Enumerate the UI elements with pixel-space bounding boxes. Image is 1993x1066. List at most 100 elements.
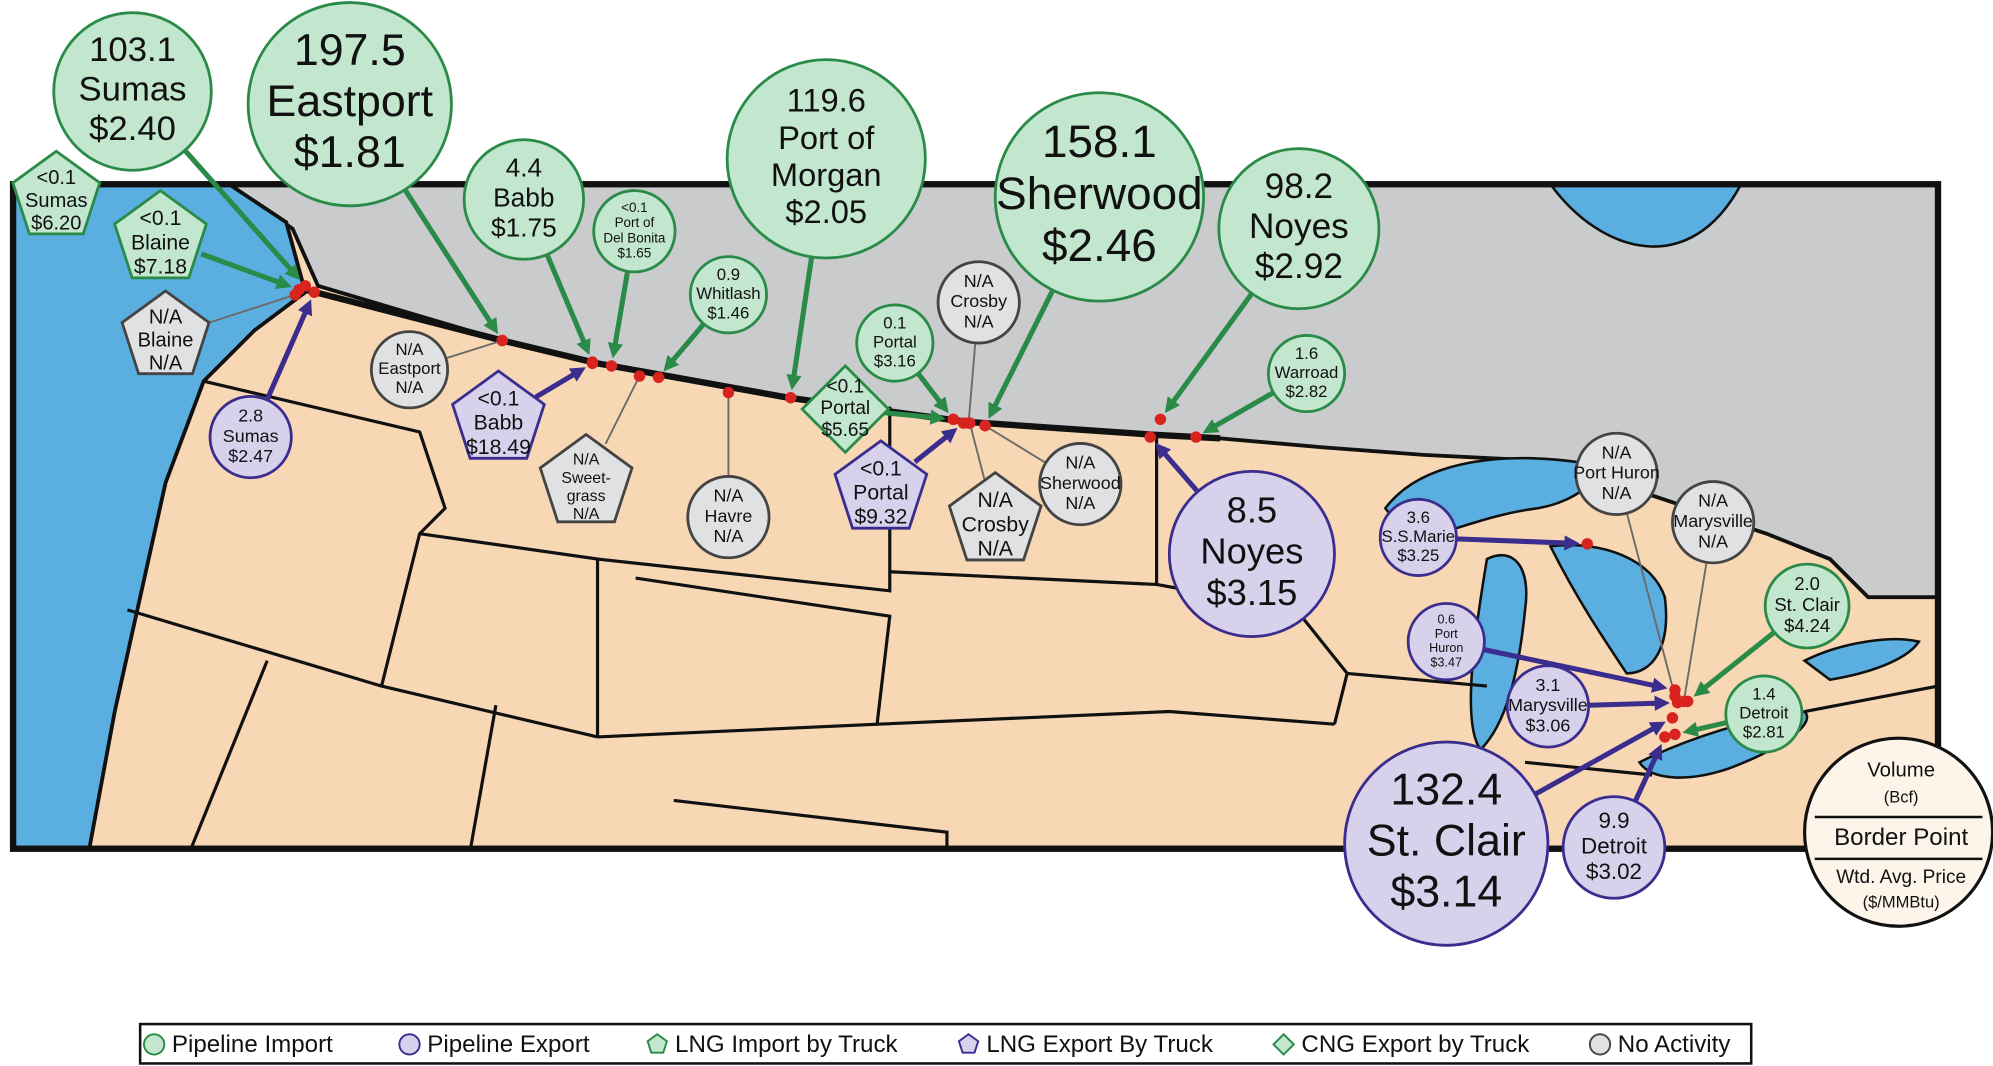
connector-line xyxy=(968,422,986,480)
point-label: $2.46 xyxy=(1042,219,1157,271)
point-label: 197.5 xyxy=(294,26,406,75)
arrow-head xyxy=(607,342,623,359)
point-label: $7.18 xyxy=(134,255,187,278)
border-dot xyxy=(964,417,976,429)
border-dot xyxy=(1581,538,1594,550)
point-label: N/A xyxy=(1602,483,1632,503)
point-label: 1.6 xyxy=(1295,344,1318,363)
point-label: N/A xyxy=(1065,493,1095,513)
arrow-line xyxy=(542,248,588,347)
connector-line xyxy=(604,375,641,445)
key-legend: Volume (Bcf) Border Point Wtd. Avg. Pric… xyxy=(1803,736,1993,928)
arrow-head xyxy=(483,317,499,335)
point-label: Sumas xyxy=(79,71,187,109)
marker-pentagon xyxy=(947,470,1043,562)
marker-circle xyxy=(246,1,453,208)
point-label: $2.82 xyxy=(1286,382,1328,401)
marker-circle xyxy=(1038,442,1123,527)
arrow-line xyxy=(1479,646,1659,689)
marker-circle xyxy=(1343,740,1550,947)
legend-symbol xyxy=(143,1033,166,1056)
connector-line xyxy=(204,293,296,325)
marker-circle xyxy=(1574,431,1659,516)
point-label: Crosby xyxy=(950,291,1007,311)
arrow-line xyxy=(263,307,310,405)
point-label: N/A xyxy=(964,311,994,331)
arrow-head xyxy=(663,354,680,372)
point-label: 158.1 xyxy=(1042,115,1157,167)
arrow-head xyxy=(1648,721,1666,736)
point-label: Crosby xyxy=(962,513,1030,536)
point-label: $1.81 xyxy=(294,128,406,177)
marker-pentagon xyxy=(538,432,634,524)
point-label: $2.92 xyxy=(1255,247,1343,286)
point-label: $9.32 xyxy=(854,506,907,529)
border-dot xyxy=(1669,728,1681,741)
arrow-line xyxy=(1630,752,1660,807)
point-label: Blaine xyxy=(138,330,194,352)
arrow-line xyxy=(397,179,495,327)
marker-circle xyxy=(1763,562,1851,650)
arrow-head xyxy=(933,396,949,414)
arrow-line xyxy=(883,410,936,421)
point-label: Marysville xyxy=(1508,695,1588,715)
legend-symbol xyxy=(957,1033,980,1054)
point-label: <0.1 xyxy=(140,207,182,230)
arrow-line xyxy=(1452,536,1570,546)
border-dot xyxy=(1666,712,1679,724)
point-label: N/A xyxy=(713,486,743,506)
legend-symbol xyxy=(1588,1033,1612,1056)
border-dots xyxy=(289,280,1694,743)
connector-line xyxy=(1624,509,1676,697)
legend-symbol xyxy=(398,1033,421,1056)
point-label: Morgan xyxy=(771,156,882,193)
legend-label: LNG Import by Truck xyxy=(675,1031,898,1058)
point-label: 132.4 xyxy=(1390,766,1502,815)
legend-label: CNG Export by Truck xyxy=(1301,1031,1530,1058)
arrow-line xyxy=(534,370,579,400)
marker-circle xyxy=(686,475,771,560)
arrow-line xyxy=(790,246,816,381)
arrow-line xyxy=(200,251,284,286)
point-label: $3.25 xyxy=(1397,546,1439,565)
arrow-line xyxy=(177,142,296,275)
connector-line xyxy=(1682,558,1709,702)
point-label: N/A xyxy=(1698,491,1728,511)
arrow-head xyxy=(298,299,313,317)
lake-ontario xyxy=(1802,637,1921,682)
point-label: N/A xyxy=(149,307,183,329)
point-label: 119.6 xyxy=(787,82,866,119)
arrow-head xyxy=(929,409,946,425)
point-label: Blaine xyxy=(131,231,190,254)
arrow-line xyxy=(1159,448,1206,500)
arrow-head xyxy=(1202,419,1220,434)
marker-circle xyxy=(1505,664,1590,749)
point-label: Whitlash xyxy=(696,284,760,303)
point-label: Portal xyxy=(873,332,917,351)
point-label: Sweet- xyxy=(561,470,610,487)
arrow-head xyxy=(786,373,802,391)
marker-circle xyxy=(592,189,677,274)
state-lines xyxy=(126,379,1938,849)
point-label: <0.1 xyxy=(621,200,648,215)
arrow-line xyxy=(611,266,631,349)
arrow-head xyxy=(1648,743,1663,761)
arrow-line xyxy=(668,319,709,366)
marker-circle xyxy=(1217,147,1381,311)
arrow-head xyxy=(1693,681,1711,697)
point-label: $1.46 xyxy=(707,303,749,322)
arrow-line xyxy=(1584,700,1660,708)
point-label: $4.24 xyxy=(1784,615,1830,636)
pacific-ocean xyxy=(13,184,308,849)
point-label: St. Clair xyxy=(1774,594,1839,615)
point-label: 0.9 xyxy=(717,265,740,284)
point-label: $2.40 xyxy=(89,110,176,148)
marker-circle xyxy=(52,11,213,172)
arrow-line xyxy=(913,368,945,407)
arrow-head xyxy=(1164,396,1181,414)
marker-circle xyxy=(688,255,768,335)
legend-label: Pipeline Import xyxy=(172,1031,333,1058)
point-label: 0.1 xyxy=(883,313,906,332)
